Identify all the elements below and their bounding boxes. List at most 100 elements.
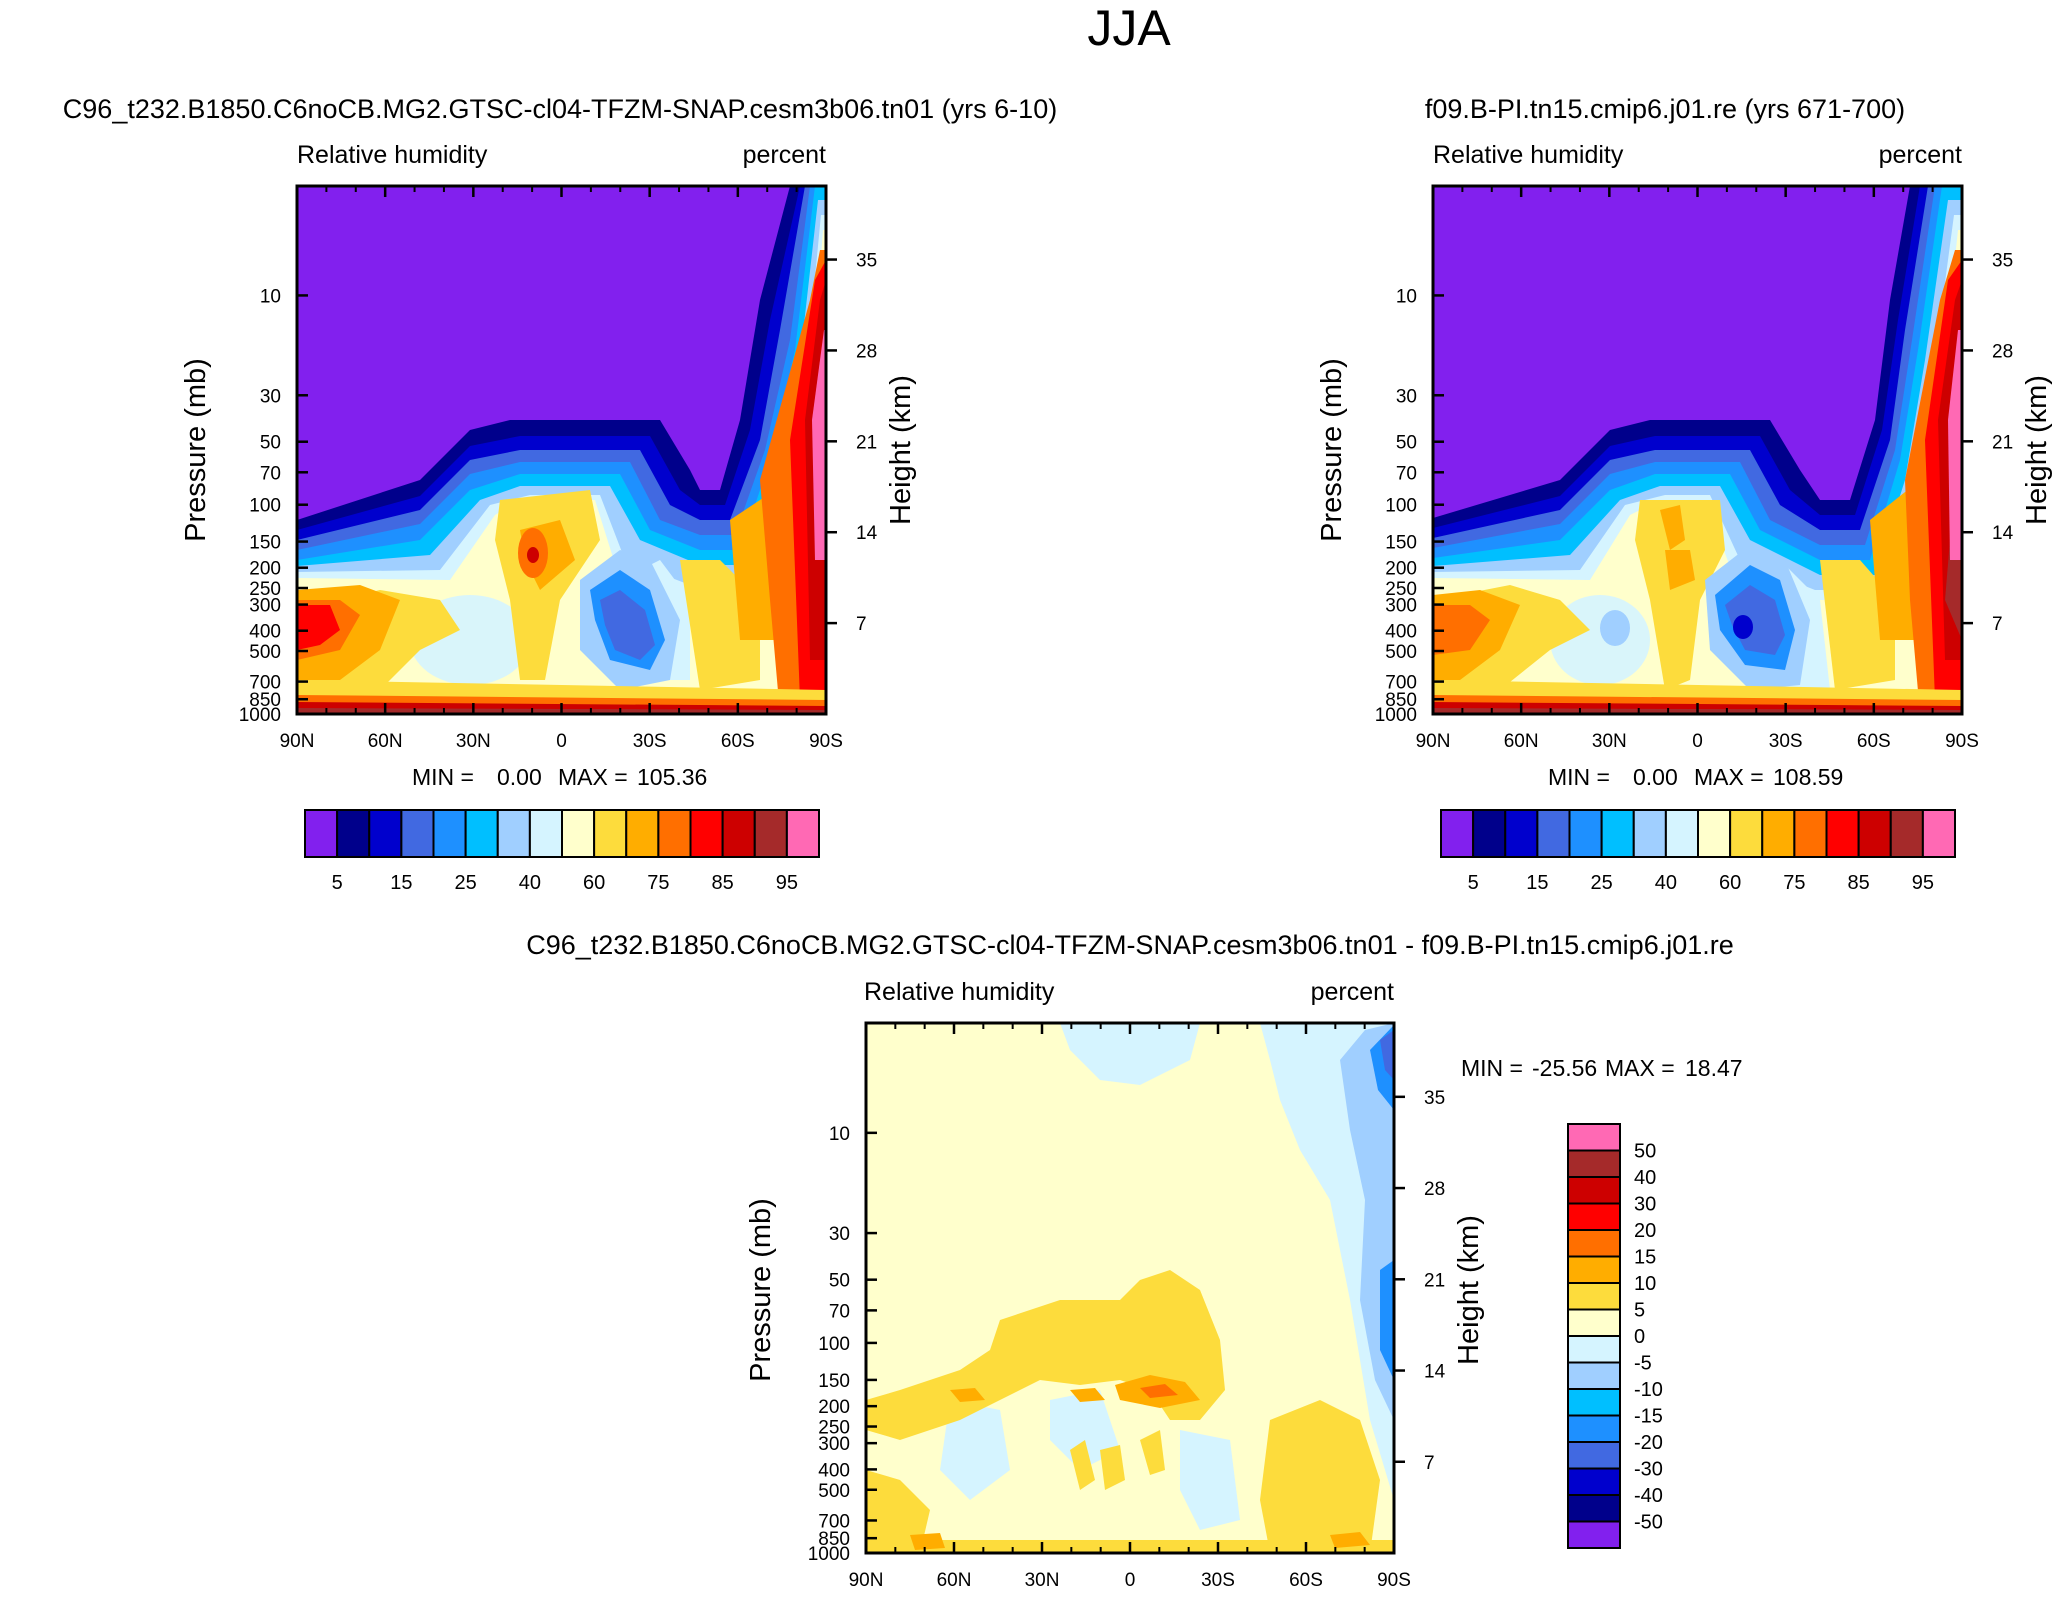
y-tick-label: 300 <box>818 1434 850 1455</box>
colorbar-swatch <box>1729 809 1764 858</box>
y-tick-label: 1000 <box>239 705 281 726</box>
diff-ylabel: Pressure (mb) <box>745 1198 777 1382</box>
y-tick-label: 400 <box>818 1460 850 1481</box>
left-max-label: MAX = <box>558 764 628 790</box>
colorbar-label: 40 <box>1655 872 1677 894</box>
colorbar-label: 95 <box>776 872 798 894</box>
y2-tick-label: 21 <box>1992 432 2013 453</box>
x-tick-label: 60S <box>721 731 755 752</box>
y2-tick-label: 21 <box>856 432 877 453</box>
y2-tick-label: 14 <box>1424 1362 1446 1383</box>
y-tick-label: 500 <box>1385 642 1417 663</box>
colorbar-swatch <box>1567 1467 1621 1496</box>
y-tick-label: 700 <box>1385 673 1417 694</box>
colorbar-swatch <box>689 809 724 858</box>
right-panel: f09.B-PI.tn15.cmip6.j01.re (yrs 671-700)… <box>1316 94 2053 894</box>
left-min-label: MIN = <box>412 764 474 790</box>
x-tick-label: 30S <box>1769 731 1803 752</box>
colorbar-swatch <box>753 809 788 858</box>
y-tick-label: 200 <box>249 559 281 580</box>
y-tick-label: 400 <box>1385 622 1417 643</box>
y-tick-label: 10 <box>829 1124 850 1145</box>
diff-units-label: percent <box>1311 978 1394 1006</box>
colorbar-swatch <box>785 809 820 858</box>
x-tick-label: 60N <box>937 1570 972 1591</box>
colorbar-swatch <box>1825 809 1860 858</box>
diff-min-value: -25.56 <box>1532 1055 1597 1081</box>
y-tick-label: 30 <box>260 386 281 407</box>
left-contour-field <box>297 186 826 714</box>
right-panel-title: f09.B-PI.tn15.cmip6.j01.re (yrs 671-700) <box>1425 94 1905 124</box>
right-units-label: percent <box>1879 141 1962 169</box>
y2-tick-label: 35 <box>856 251 877 272</box>
diff-variable-label: Relative humidity <box>864 978 1055 1006</box>
diff-min-label: MIN = <box>1461 1055 1523 1081</box>
left-axes: 90N 60N 30N 0 30S 60S 90S103050701001502002503… <box>239 186 878 752</box>
colorbar-label: 20 <box>1634 1220 1656 1242</box>
colorbar-label: 25 <box>1591 872 1613 894</box>
colorbar-label: 0 <box>1634 1326 1645 1348</box>
colorbar-swatch <box>1567 1229 1621 1258</box>
colorbar-swatch <box>496 809 531 858</box>
colorbar-swatch <box>721 809 756 858</box>
x-tick-label: 60S <box>1857 731 1891 752</box>
y2-tick-label: 28 <box>1424 1179 1445 1200</box>
y-tick-label: 10 <box>1396 286 1417 307</box>
x-tick-label: 30N <box>1025 1570 1060 1591</box>
colorbar-swatch <box>1664 809 1699 858</box>
y-tick-label: 850 <box>818 1529 850 1550</box>
y-tick-label: 150 <box>818 1371 850 1392</box>
right-colorbar: 5 15 25 40 60 75 85 95 <box>1440 809 1956 894</box>
colorbar-swatch <box>657 809 692 858</box>
colorbar-label: -50 <box>1634 1512 1663 1534</box>
y-tick-label: 500 <box>249 642 281 663</box>
left-y2label: Height (km) <box>885 375 917 525</box>
colorbar-label: -10 <box>1634 1379 1663 1401</box>
colorbar-label: 15 <box>1526 872 1548 894</box>
diff-max-value: 18.47 <box>1685 1055 1743 1081</box>
left-ylabel: Pressure (mb) <box>180 358 212 542</box>
y-tick-label: 1000 <box>808 1544 850 1565</box>
y-tick-label: 700 <box>249 673 281 694</box>
y-tick-label: 150 <box>249 533 281 554</box>
colorbar-swatch <box>1697 809 1732 858</box>
colorbar-swatch <box>368 809 403 858</box>
y-tick-label: 250 <box>818 1418 850 1439</box>
colorbar-label: 85 <box>1848 872 1870 894</box>
colorbar-swatch <box>304 809 339 858</box>
colorbar-swatch <box>1536 809 1571 858</box>
x-tick-label: 90S <box>1377 1570 1411 1591</box>
colorbar-swatch <box>1567 1441 1621 1470</box>
y-tick-label: 100 <box>1385 496 1417 517</box>
left-units-label: percent <box>743 141 826 169</box>
diff-max-label: MAX = <box>1605 1055 1675 1081</box>
colorbar-label: 10 <box>1634 1273 1656 1295</box>
left-max-value: 105.36 <box>637 764 707 790</box>
y2-tick-label: 28 <box>1992 341 2013 362</box>
right-max-value: 108.59 <box>1773 764 1843 790</box>
colorbar-label: -30 <box>1634 1459 1663 1481</box>
y-tick-label: 850 <box>249 690 281 711</box>
right-max-label: MAX = <box>1694 764 1764 790</box>
x-tick-label: 60N <box>1504 731 1539 752</box>
colorbar-swatch <box>1567 1335 1621 1364</box>
y-tick-label: 30 <box>829 1224 850 1245</box>
y-tick-label: 200 <box>1385 559 1417 580</box>
y-tick-label: 250 <box>249 579 281 600</box>
x-tick-label: 30S <box>1201 1570 1235 1591</box>
y-tick-label: 70 <box>829 1301 850 1322</box>
colorbar-label: 75 <box>1783 872 1805 894</box>
y-tick-label: 300 <box>249 596 281 617</box>
y2-tick-label: 7 <box>1424 1453 1435 1474</box>
colorbar-label: 40 <box>1634 1167 1656 1189</box>
y-tick-label: 50 <box>829 1271 850 1292</box>
colorbar-swatch <box>593 809 628 858</box>
right-axes: 90N 60N 30N 0 30S 60S 90S103050701001502002503… <box>1375 186 2014 752</box>
colorbar-swatch <box>1567 1494 1621 1523</box>
colorbar-swatch <box>336 809 371 858</box>
y2-tick-label: 35 <box>1992 251 2013 272</box>
x-tick-label: 30N <box>456 731 491 752</box>
colorbar-swatch <box>1567 1282 1621 1311</box>
y-tick-label: 100 <box>249 496 281 517</box>
